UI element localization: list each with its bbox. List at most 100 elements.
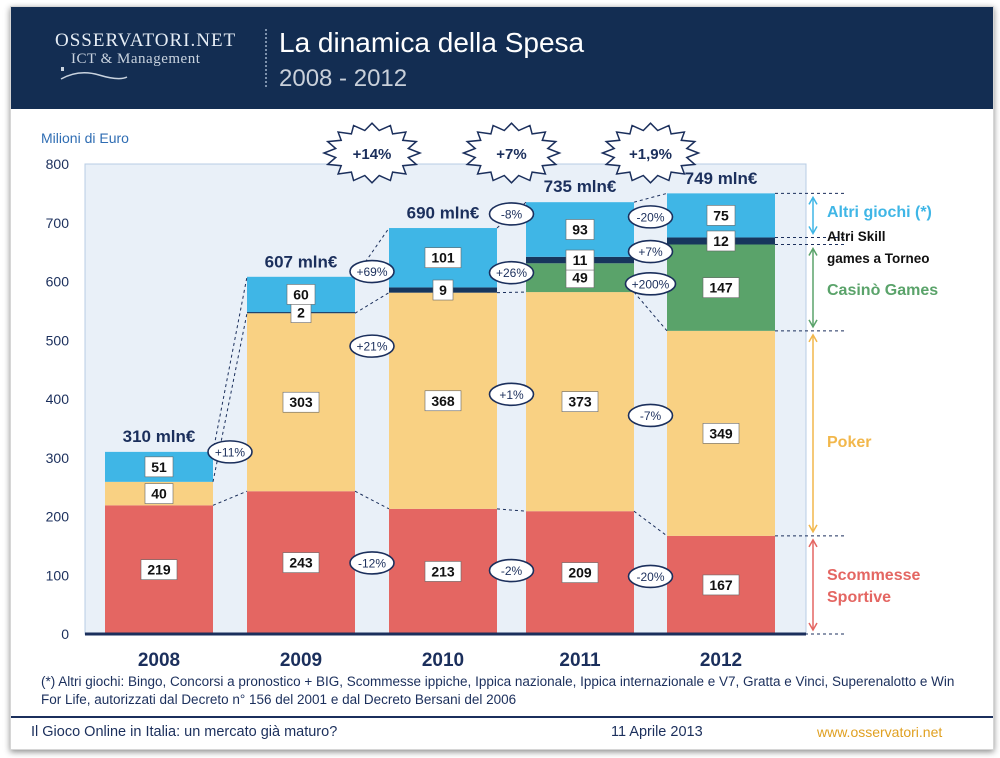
growth-badge-label: +1% bbox=[499, 388, 524, 402]
growth-badge-label: +26% bbox=[496, 266, 527, 280]
value-label: 243 bbox=[289, 555, 313, 571]
legend-bracket-arrow bbox=[808, 246, 818, 256]
value-label: 101 bbox=[431, 250, 455, 266]
connector-line bbox=[354, 292, 390, 314]
value-label: 167 bbox=[709, 577, 733, 593]
growth-badge bbox=[627, 403, 674, 428]
page-subtitle: 2008 - 2012 bbox=[279, 65, 408, 92]
y-tick-label: 200 bbox=[46, 509, 70, 525]
total-label: 690 mln€ bbox=[407, 204, 480, 223]
value-label: 93 bbox=[572, 222, 588, 238]
value-label-box bbox=[702, 574, 740, 596]
value-label-box bbox=[702, 423, 740, 444]
legend-bracket-arrow bbox=[808, 319, 818, 329]
y-tick-label: 400 bbox=[46, 391, 70, 407]
value-label-box bbox=[565, 219, 595, 240]
value-label: 49 bbox=[572, 270, 588, 286]
legend-bracket-arrow bbox=[808, 622, 818, 632]
header-divider bbox=[265, 29, 267, 87]
y-tick-label: 300 bbox=[46, 450, 70, 466]
growth-badge bbox=[349, 334, 395, 358]
connector-line bbox=[212, 490, 248, 506]
legend-bracket-arrow bbox=[808, 333, 818, 343]
legend-label: Poker bbox=[827, 434, 871, 451]
value-label-box bbox=[144, 483, 174, 504]
value-label-box bbox=[144, 456, 174, 478]
growth-badge bbox=[349, 551, 395, 575]
connector-line bbox=[496, 508, 527, 512]
header-bar: OSSERVATORI.NET ICT & Management La dina… bbox=[11, 7, 993, 109]
growth-badge-label: +200% bbox=[632, 277, 670, 291]
growth-badge-label: -20% bbox=[636, 210, 664, 224]
legend-label: games a Torneo bbox=[827, 251, 930, 266]
value-label-box bbox=[565, 249, 595, 271]
y-tick-label: 0 bbox=[61, 626, 69, 642]
total-label: 607 mln€ bbox=[265, 252, 338, 271]
slide: OSSERVATORI.NET ICT & Management La dina… bbox=[10, 6, 994, 750]
value-label-box bbox=[561, 562, 599, 583]
legend-label: Sportive bbox=[827, 589, 891, 606]
starburst-badge bbox=[600, 122, 701, 184]
connector-line bbox=[496, 291, 527, 294]
total-label: 749 mln€ bbox=[685, 169, 758, 188]
legend-bracket-arrow bbox=[808, 524, 818, 534]
value-label-box bbox=[282, 552, 320, 573]
growth-badge bbox=[207, 440, 253, 464]
value-label: 349 bbox=[709, 425, 733, 441]
y-tick-label: 700 bbox=[46, 215, 70, 231]
y-tick-label: 800 bbox=[46, 156, 70, 172]
legend-label: Scommesse bbox=[827, 567, 920, 584]
growth-badge bbox=[349, 259, 395, 284]
connector-line bbox=[212, 313, 248, 482]
growth-badge-label: -12% bbox=[358, 556, 386, 570]
footnote: (*) Altri giochi: Bingo, Concorsi a pron… bbox=[41, 674, 955, 707]
x-tick-label: 2009 bbox=[280, 650, 322, 671]
y-tick-label: 500 bbox=[46, 332, 70, 348]
total-label: 735 mln€ bbox=[544, 177, 617, 196]
value-label: 209 bbox=[568, 565, 592, 581]
growth-badge-label: -8% bbox=[501, 207, 523, 221]
value-label: 219 bbox=[147, 562, 171, 578]
starburst-badge-label: +14% bbox=[353, 146, 392, 163]
connector-line bbox=[354, 490, 390, 510]
value-label: 147 bbox=[709, 280, 733, 296]
value-label-box bbox=[561, 391, 599, 412]
growth-badge bbox=[624, 272, 677, 296]
legend-bracket-arrow bbox=[808, 538, 818, 548]
legend-bracket-arrow bbox=[808, 195, 818, 205]
value-label-box bbox=[702, 277, 740, 298]
growth-badge-label: +21% bbox=[356, 340, 387, 354]
value-label-box bbox=[282, 391, 320, 413]
starburst-badge bbox=[461, 122, 562, 184]
growth-badge bbox=[488, 558, 535, 583]
legend-label: Casinò Games bbox=[827, 282, 938, 299]
value-label: 75 bbox=[713, 207, 729, 223]
connector-line bbox=[633, 510, 668, 537]
value-label-box bbox=[432, 279, 454, 301]
value-label-box bbox=[424, 247, 462, 269]
footer-title: Il Gioco Online in Italia: un mercato gi… bbox=[31, 724, 338, 740]
footer-website-link[interactable]: www.osservatori.net bbox=[817, 724, 943, 740]
logo-text: OSSERVATORI.NET bbox=[55, 30, 237, 51]
value-label: 303 bbox=[289, 394, 313, 410]
growth-badge-label: +7% bbox=[638, 245, 663, 259]
starburst-badge-label: +1,9% bbox=[629, 146, 672, 163]
value-label-box bbox=[286, 284, 316, 305]
connector-line bbox=[633, 291, 668, 332]
value-label-box bbox=[706, 205, 736, 226]
value-label: 40 bbox=[151, 486, 167, 502]
page-title: La dinamica della Spesa bbox=[279, 27, 585, 58]
legend-label: Altri Skill bbox=[827, 229, 886, 244]
footer-date: 11 Aprile 2013 bbox=[611, 724, 703, 740]
x-tick-label: 2012 bbox=[700, 650, 742, 671]
stacked-bar-chart: Milioni di Euro 0 100 200 300 400 500 600 700 800… bbox=[41, 122, 938, 671]
y-tick-label: 600 bbox=[46, 274, 70, 290]
growth-badge-label: -2% bbox=[501, 564, 523, 578]
connector-line bbox=[354, 227, 390, 278]
starburst-badge bbox=[321, 122, 423, 184]
y-tick-label: 100 bbox=[46, 567, 70, 583]
growth-badge-label: -20% bbox=[636, 570, 664, 584]
growth-badge bbox=[627, 239, 674, 264]
logo-swoosh-icon bbox=[60, 67, 128, 80]
value-label: 213 bbox=[431, 563, 455, 579]
